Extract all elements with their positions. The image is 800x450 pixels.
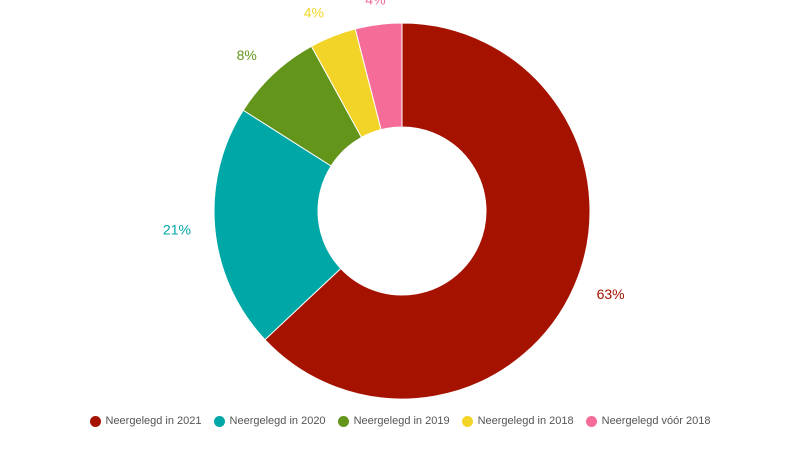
legend-marker <box>213 415 225 427</box>
slice-neergelegd-in-2021[interactable] <box>264 22 591 400</box>
legend-label: Neergelegd in 2020 <box>229 415 326 427</box>
legend-item-neergelegd-in-2018[interactable]: Neergelegd in 2018 <box>461 415 574 427</box>
legend-label: Neergelegd in 2021 <box>105 415 202 427</box>
legend-item-neergelegd-in-2020[interactable]: Neergelegd in 2020 <box>213 415 326 427</box>
legend-label: Neergelegd in 2018 <box>477 415 574 427</box>
legend: Neergelegd in 2021 Neergelegd in 2020 Neer… <box>0 411 800 431</box>
slices-group <box>213 22 591 400</box>
data-label-neergelegd-v-r-2018: 4% <box>365 0 385 7</box>
legend-label: Neergelegd vóór 2018 <box>601 415 711 427</box>
legend-label: Neergelegd in 2019 <box>353 415 450 427</box>
data-label-neergelegd-in-2020: 21% <box>163 222 191 238</box>
legend-marker <box>461 415 473 427</box>
legend-marker <box>337 415 349 427</box>
data-label-neergelegd-in-2018: 4% <box>304 5 324 21</box>
legend-item-neergelegd-in-2021[interactable]: Neergelegd in 2021 <box>89 415 202 427</box>
slice-neergelegd-v-r-2018[interactable] <box>354 22 403 131</box>
legend-item-neergelegd-in-2019[interactable]: Neergelegd in 2019 <box>337 415 450 427</box>
data-label-neergelegd-in-2019: 8% <box>237 47 257 63</box>
legend-marker <box>89 415 101 427</box>
slice-neergelegd-in-2020[interactable] <box>213 109 342 341</box>
legend-item-neergelegd-v-r-2018[interactable]: Neergelegd vóór 2018 <box>585 415 711 427</box>
data-label-neergelegd-in-2021: 63% <box>597 286 625 302</box>
legend-marker <box>585 415 597 427</box>
labels-group: 63% 21% 8% 4% 4% <box>163 0 625 302</box>
